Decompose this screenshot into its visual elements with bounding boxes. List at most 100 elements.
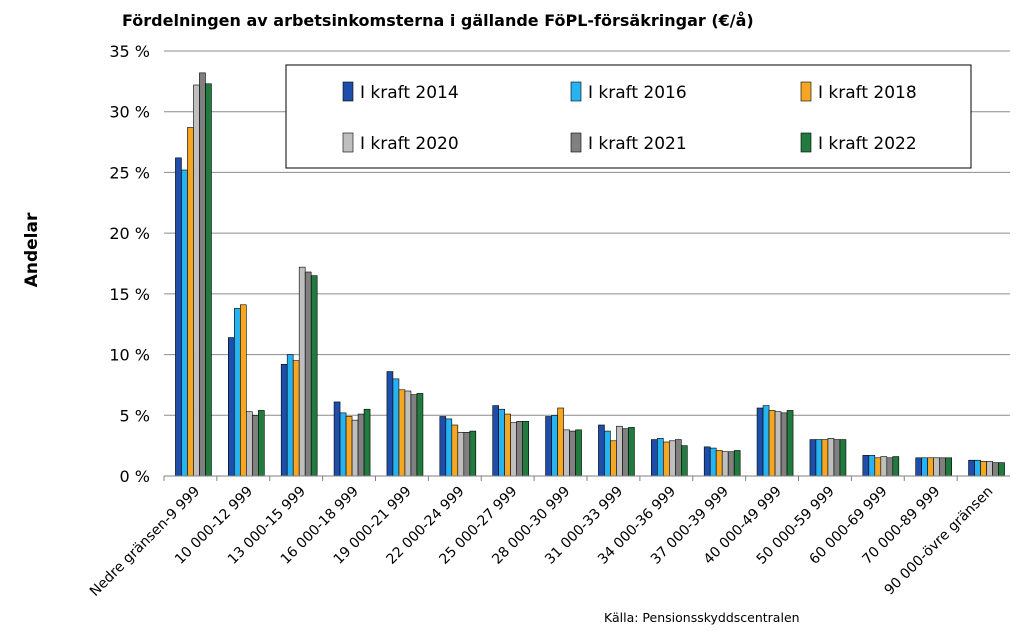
bar — [974, 459, 981, 477]
bar — [886, 457, 894, 477]
bar — [522, 421, 529, 477]
bar — [915, 457, 922, 477]
bar — [252, 414, 259, 477]
legend-swatch — [342, 81, 354, 102]
bar — [199, 72, 206, 477]
bar — [839, 439, 847, 477]
bar — [610, 440, 617, 477]
bar — [240, 304, 247, 477]
legend-entry: I kraft 2020 — [360, 134, 459, 154]
bar — [709, 447, 717, 477]
bar — [833, 439, 841, 477]
bar — [669, 440, 676, 477]
bar — [968, 459, 975, 477]
bar — [357, 413, 365, 477]
bar — [351, 419, 359, 477]
legend-swatch — [342, 132, 354, 153]
bar — [386, 371, 394, 477]
bar — [193, 84, 200, 477]
bar — [827, 438, 835, 477]
bar — [933, 457, 940, 477]
bar — [410, 394, 418, 477]
bar — [774, 411, 782, 477]
bar — [451, 424, 459, 477]
bar — [657, 438, 664, 477]
bar — [768, 410, 776, 477]
bar — [681, 445, 688, 477]
bar — [504, 413, 511, 477]
bar — [604, 430, 611, 477]
bar — [786, 410, 794, 477]
bar — [986, 461, 993, 477]
bar — [339, 412, 347, 477]
bar — [310, 275, 318, 477]
bar — [874, 457, 882, 477]
y-tick-label: 10 % — [109, 346, 150, 365]
legend-entry: I kraft 2014 — [360, 83, 459, 103]
bar — [563, 429, 570, 477]
legend-swatch — [570, 132, 582, 153]
bar — [457, 431, 465, 477]
bar — [234, 308, 241, 477]
bar — [304, 271, 312, 477]
bar — [651, 439, 658, 477]
bar — [756, 407, 764, 477]
bar — [616, 425, 623, 477]
y-axis-ticks: 0 % 5 % 10 % 15 % 20 % 25 % 30 % 35 % — [109, 42, 150, 486]
bar — [246, 411, 253, 477]
bar — [345, 416, 353, 477]
legend-swatch — [800, 132, 812, 153]
bar — [598, 424, 605, 477]
bar — [815, 439, 823, 477]
bars — [175, 72, 1005, 477]
bar — [439, 416, 447, 477]
bar — [780, 412, 788, 477]
bar — [469, 430, 477, 477]
bar — [392, 378, 400, 477]
bar — [675, 439, 682, 477]
chart-title: Fördelningen av arbetsinkomsterna i gäll… — [122, 11, 754, 30]
bar — [575, 429, 582, 477]
legend-entry: I kraft 2016 — [588, 83, 687, 103]
bar — [762, 405, 770, 477]
y-tick-label: 35 % — [109, 42, 150, 61]
y-tick-label: 20 % — [109, 224, 150, 243]
legend-swatch — [800, 81, 812, 102]
bar — [927, 457, 934, 477]
bar — [445, 418, 453, 477]
bar — [205, 83, 212, 477]
bar — [492, 405, 499, 477]
bar — [998, 462, 1005, 477]
bar — [703, 446, 711, 477]
bar — [416, 393, 424, 477]
bar — [921, 457, 928, 477]
bar — [463, 431, 471, 477]
bar — [715, 450, 723, 477]
bar — [663, 441, 670, 477]
bar — [821, 439, 829, 477]
bar — [333, 401, 341, 477]
y-tick-label: 5 % — [120, 406, 150, 425]
bar — [258, 410, 265, 477]
bar — [363, 408, 371, 477]
bar — [880, 456, 888, 477]
bar — [862, 455, 870, 477]
legend-box — [285, 64, 972, 169]
bar — [727, 451, 735, 477]
legend-entry: I kraft 2018 — [818, 83, 917, 103]
bar — [551, 414, 558, 477]
bar — [569, 430, 576, 477]
x-tick-label: 90 000-övre gränsen — [881, 484, 996, 599]
legend-entry: I kraft 2021 — [588, 134, 687, 154]
bar — [628, 427, 635, 477]
y-tick-label: 0 % — [120, 467, 150, 486]
y-tick-label: 15 % — [109, 285, 150, 304]
bar — [298, 266, 306, 477]
bar — [181, 169, 188, 477]
bar — [733, 450, 741, 477]
y-axis-label: Andelar — [22, 212, 42, 287]
bar — [945, 457, 952, 477]
bar — [286, 354, 294, 477]
